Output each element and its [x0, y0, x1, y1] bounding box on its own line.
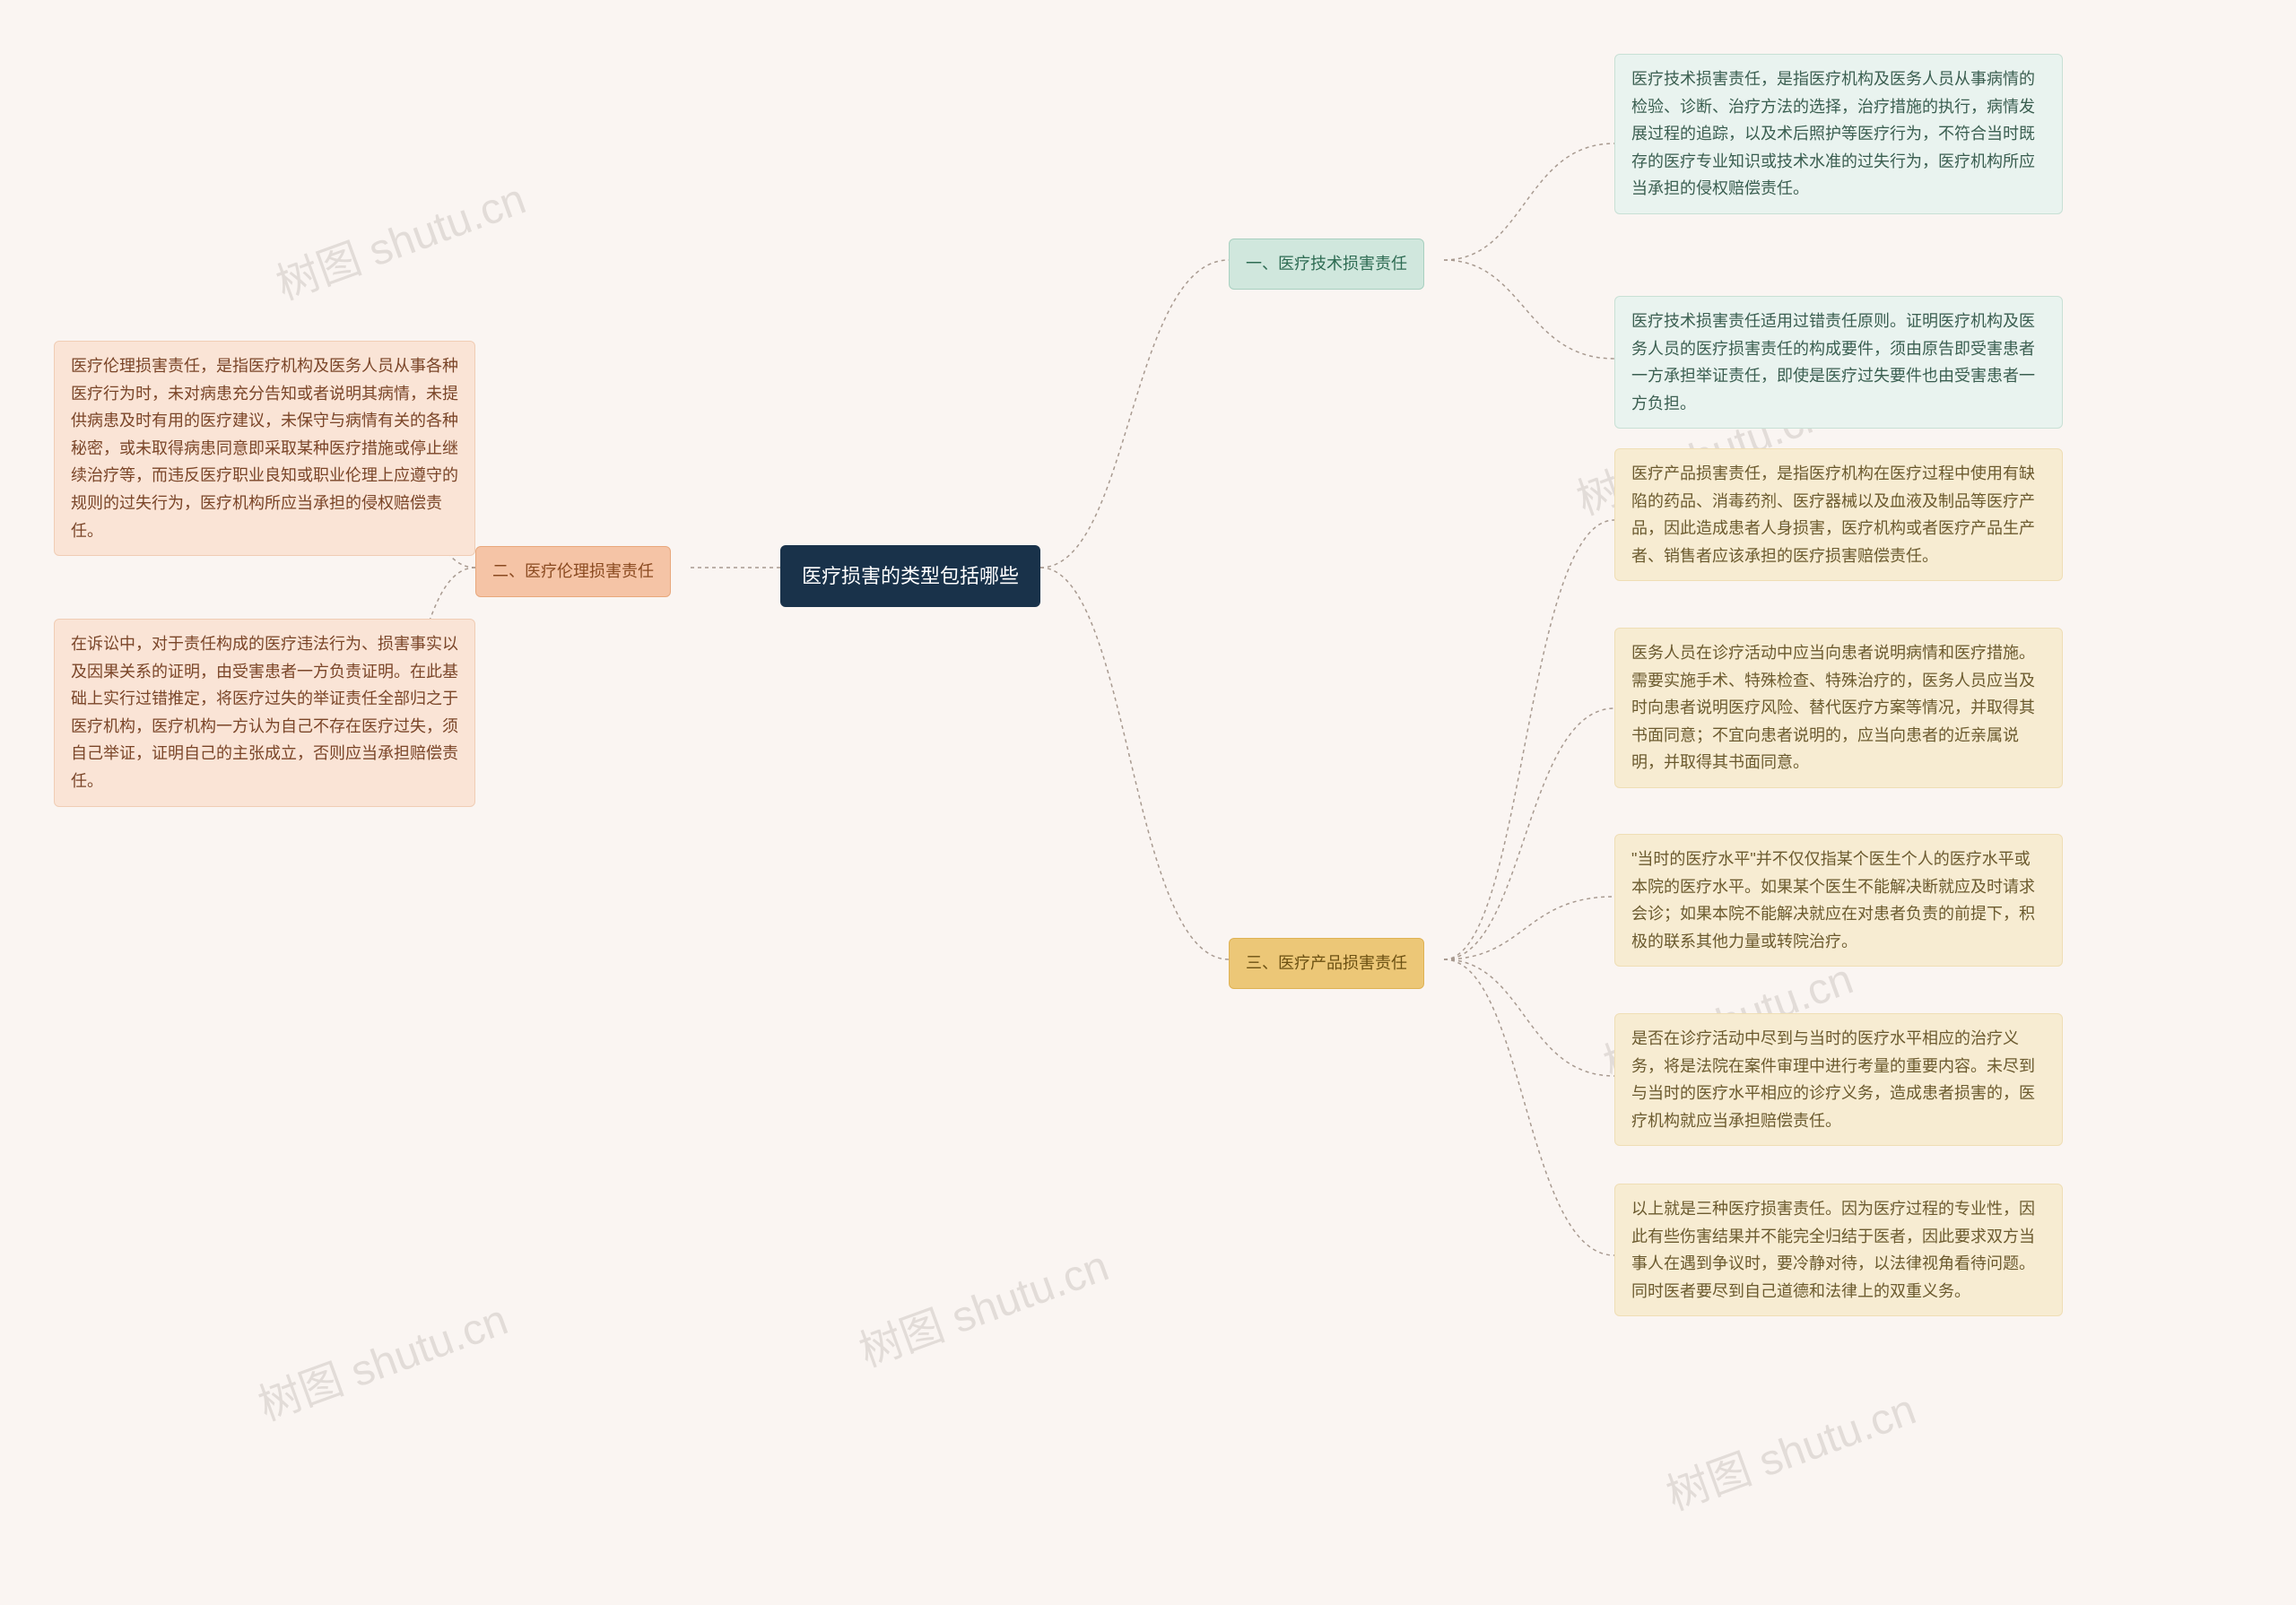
leaf-node: "当时的医疗水平"并不仅仅指某个医生个人的医疗水平或本院的医疗水平。如果某个医生…: [1614, 834, 2063, 967]
center-node: 医疗损害的类型包括哪些: [780, 545, 1040, 607]
watermark: 树图 shutu.cn: [849, 1230, 1116, 1378]
leaf-node: 医务人员在诊疗活动中应当向患者说明病情和医疗措施。需要实施手术、特殊检查、特殊治…: [1614, 628, 2063, 788]
watermark: 树图 shutu.cn: [1657, 1374, 1923, 1522]
leaf-node: 在诉讼中，对于责任构成的医疗违法行为、损害事实以及因果关系的证明，由受害患者一方…: [54, 619, 475, 807]
branch-node-3: 三、医疗产品损害责任: [1229, 938, 1424, 989]
watermark: 树图 shutu.cn: [248, 1284, 515, 1432]
leaf-node: 以上就是三种医疗损害责任。因为医疗过程的专业性，因此有些伤害结果并不能完全归结于…: [1614, 1184, 2063, 1316]
leaf-node: 医疗技术损害责任适用过错责任原则。证明医疗机构及医务人员的医疗损害责任的构成要件…: [1614, 296, 2063, 429]
leaf-node: 医疗伦理损害责任，是指医疗机构及医务人员从事各种医疗行为时，未对病患充分告知或者…: [54, 341, 475, 556]
leaf-node: 是否在诊疗活动中尽到与当时的医疗水平相应的治疗义务，将是法院在案件审理中进行考量…: [1614, 1013, 2063, 1146]
watermark: 树图 shutu.cn: [266, 163, 533, 311]
branch-node-2: 二、医疗伦理损害责任: [475, 546, 671, 597]
leaf-node: 医疗技术损害责任，是指医疗机构及医务人员从事病情的检验、诊断、治疗方法的选择，治…: [1614, 54, 2063, 214]
leaf-node: 医疗产品损害责任，是指医疗机构在医疗过程中使用有缺陷的药品、消毒药剂、医疗器械以…: [1614, 448, 2063, 581]
branch-node-1: 一、医疗技术损害责任: [1229, 239, 1424, 290]
